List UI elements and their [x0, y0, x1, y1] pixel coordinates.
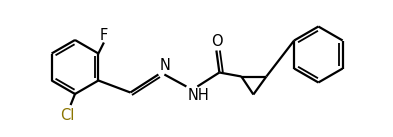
- Text: N: N: [160, 58, 170, 72]
- Text: F: F: [99, 28, 108, 42]
- Text: NH: NH: [187, 88, 209, 102]
- Text: Cl: Cl: [60, 108, 74, 123]
- Text: O: O: [211, 34, 223, 48]
